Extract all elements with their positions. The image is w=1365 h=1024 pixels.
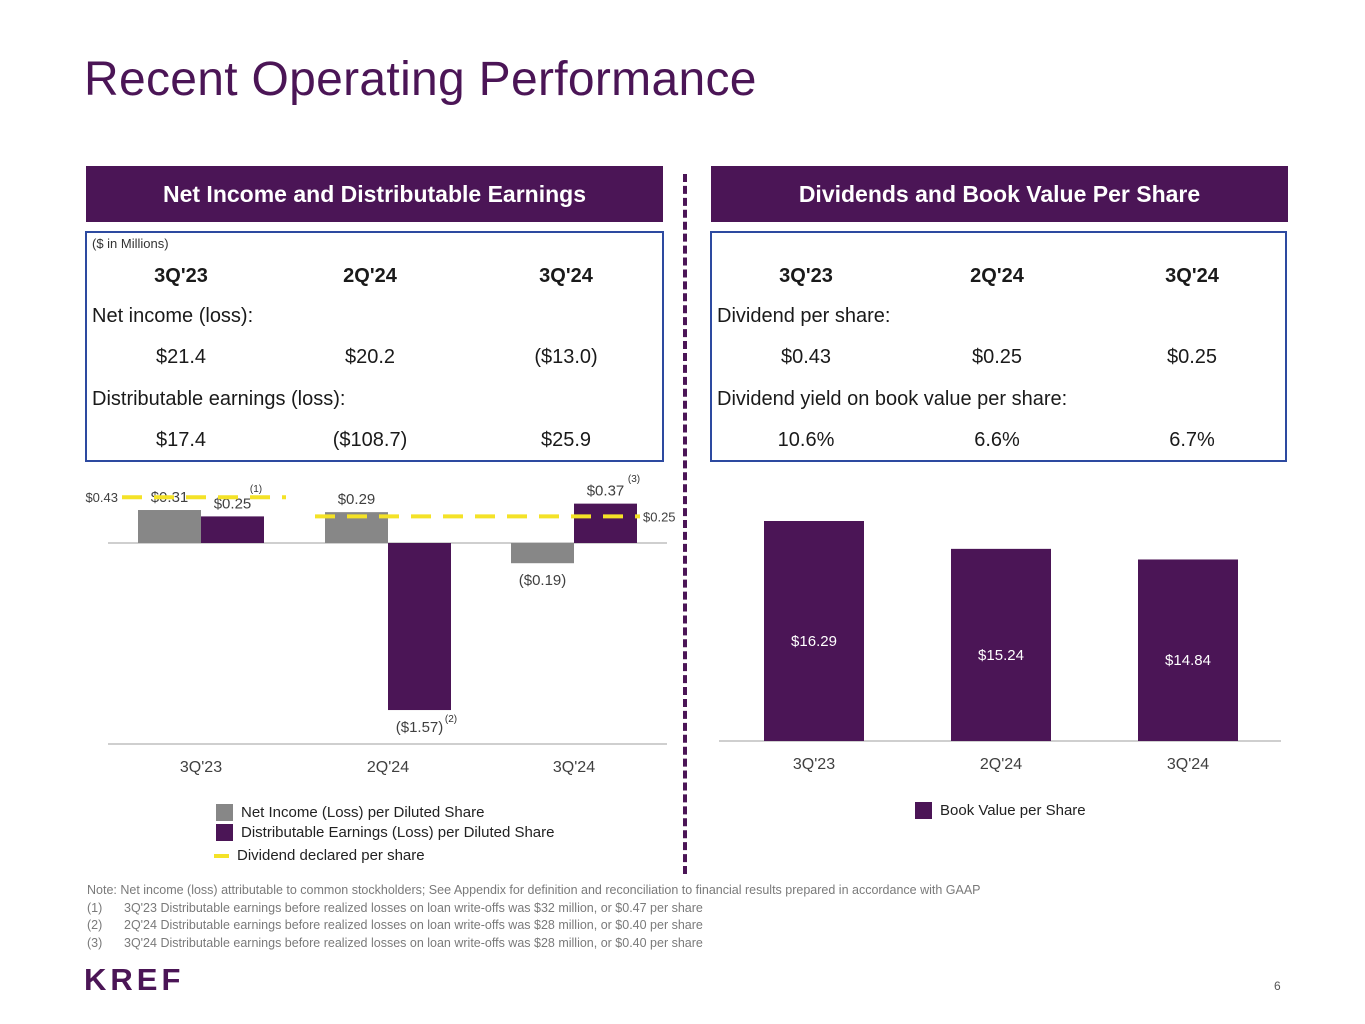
- cell: 6.7%: [1169, 429, 1215, 451]
- dividend-label: $0.25: [643, 509, 676, 524]
- cell: 10.6%: [777, 429, 835, 451]
- cell: ($108.7): [332, 429, 408, 451]
- col-header: 3Q'23: [779, 265, 833, 287]
- legend-label: Book Value per Share: [940, 802, 1086, 819]
- row-label-dividend: Dividend per share:: [717, 305, 891, 327]
- bar-book-value-1: [951, 548, 1051, 741]
- note-main: Note: Net income (loss) attributable to …: [87, 883, 981, 897]
- page-number: 6: [1274, 979, 1281, 993]
- bar-distributable-2: [574, 503, 637, 543]
- col-header: 3Q'24: [539, 265, 593, 287]
- legend-swatch-purple: [915, 802, 932, 819]
- data-label: $15.24: [978, 647, 1024, 664]
- legend-label: Net Income (Loss) per Diluted Share: [241, 804, 485, 821]
- legend-distributable: Distributable Earnings (Loss) per Dilute…: [216, 824, 554, 841]
- data-label: ($1.57): [396, 719, 444, 736]
- x-tick-label: 3Q'23: [180, 759, 222, 776]
- data-label: ($0.19): [519, 572, 567, 589]
- legend-book-value: Book Value per Share: [915, 802, 1086, 819]
- col-header: 3Q'23: [154, 265, 208, 287]
- legend-dividend: Dividend declared per share: [214, 847, 425, 864]
- bar-net-income-2: [511, 543, 574, 564]
- bar-book-value-2: [1138, 559, 1238, 741]
- unit-note: ($ in Millions): [92, 236, 169, 251]
- bar-net-income-0: [138, 510, 201, 543]
- cell: $20.2: [344, 346, 396, 368]
- x-tick-label: 3Q'23: [793, 756, 835, 773]
- cell: $17.4: [155, 429, 207, 451]
- x-tick-label: 3Q'24: [1167, 756, 1209, 773]
- cell: $0.25: [1166, 346, 1218, 368]
- row-label-distributable: Distributable earnings (loss):: [92, 388, 346, 410]
- cell: 6.6%: [974, 429, 1020, 451]
- data-label: $0.29: [338, 491, 376, 508]
- footnotes: Note: Net income (loss) attributable to …: [87, 882, 981, 952]
- note-item: (1) 3Q'23 Distributable earnings before r…: [87, 900, 703, 915]
- row-label-net-income: Net income (loss):: [92, 305, 254, 327]
- x-tick-label: 3Q'24: [553, 759, 595, 776]
- panel-divider: [683, 174, 687, 874]
- cell: ($13.0): [534, 346, 598, 368]
- legend-net-income: Net Income (Loss) per Diluted Share: [216, 804, 484, 821]
- data-label: $0.25: [214, 495, 252, 512]
- bar-book-value-0: [764, 521, 864, 741]
- footnote-mark: (2): [445, 714, 457, 725]
- cell: $21.4: [155, 346, 207, 368]
- legend-label: Distributable Earnings (Loss) per Dilute…: [241, 824, 555, 841]
- footnote-mark: (3): [628, 474, 640, 485]
- left-panel-header: Net Income and Distributable Earnings: [86, 166, 663, 222]
- cell: $0.25: [971, 346, 1023, 368]
- col-header: 3Q'24: [1165, 265, 1219, 287]
- legend-swatch-line: [214, 853, 229, 858]
- data-label: $16.29: [791, 633, 837, 650]
- x-tick-label: 2Q'24: [980, 756, 1022, 773]
- footnote-mark: (1): [250, 484, 262, 495]
- right-table: 3Q'23 2Q'24 3Q'24 Dividend per share: $0…: [710, 231, 1287, 462]
- page-title: Recent Operating Performance: [84, 53, 757, 106]
- col-header: 2Q'24: [343, 265, 397, 287]
- dividend-label: $0.43: [85, 490, 118, 505]
- legend-label: Dividend declared per share: [237, 847, 425, 864]
- col-header: 2Q'24: [970, 265, 1024, 287]
- right-panel-header: Dividends and Book Value Per Share: [711, 166, 1288, 222]
- data-label: $0.37: [587, 483, 625, 500]
- kref-logo: KREF: [84, 962, 185, 997]
- bar-distributable-0: [201, 516, 264, 543]
- note-item: (2) 2Q'24 Distributable earnings before r…: [87, 918, 703, 932]
- cell: $25.9: [540, 429, 592, 451]
- legend-swatch-purple: [216, 824, 233, 841]
- cell: $0.43: [780, 346, 832, 368]
- legend-swatch-gray: [216, 804, 233, 821]
- note-item: (3) 3Q'24 Distributable earnings before r…: [87, 935, 703, 950]
- x-tick-label: 2Q'24: [367, 759, 409, 776]
- row-label-yield: Dividend yield on book value per share:: [717, 388, 1068, 410]
- data-label: $14.84: [1165, 652, 1211, 669]
- bar-distributable-1: [388, 543, 451, 711]
- left-table: ($ in Millions) 3Q'23 2Q'24 3Q'24 Net in…: [85, 231, 664, 462]
